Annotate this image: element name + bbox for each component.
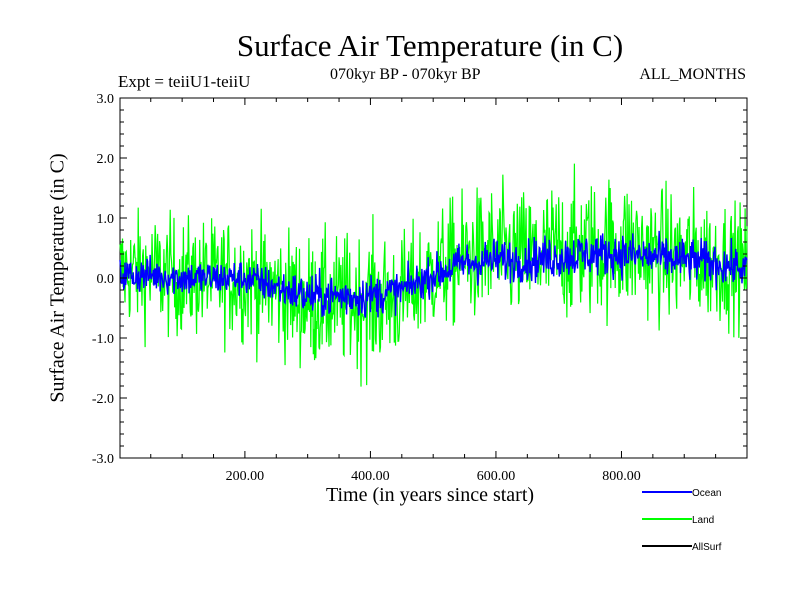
y-tick-label: -3.0: [92, 452, 114, 467]
legend-label-land: Land: [692, 515, 714, 526]
y-tick-label: 0.0: [97, 272, 115, 287]
series-line-land: [119, 163, 748, 387]
y-tick-label: 3.0: [97, 92, 115, 107]
chart-subtitle: 070kyr BP - 070kyr BP: [330, 66, 481, 83]
y-tick-label: 2.0: [97, 152, 115, 167]
legend-label-allsurf: AllSurf: [692, 542, 722, 553]
legend: Ocean Land AllSurf: [642, 488, 722, 553]
chart-title: Surface Air Temperature (in C): [236, 28, 624, 63]
months-label: ALL_MONTHS: [639, 66, 746, 83]
legend-label-ocean: Ocean: [692, 488, 721, 499]
series-layer: [119, 163, 748, 387]
x-axis-label: Time (in years since start): [325, 484, 535, 506]
x-tick-label: 400.00: [351, 469, 390, 484]
y-tick-label: 1.0: [97, 212, 115, 227]
axis-layer: 3.0 2.0 1.0 0.0 -1.0 -2.0 -3.0 200.00 400.00 600.…: [92, 92, 747, 484]
x-tick-label: 800.00: [602, 469, 641, 484]
experiment-label: Expt = teiiU1-teiiU: [118, 72, 251, 91]
series-line-ocean: [119, 230, 748, 318]
x-tick-label: 600.00: [477, 469, 516, 484]
x-tick-label: 200.00: [226, 469, 265, 484]
y-tick-label: -2.0: [92, 392, 114, 407]
y-tick-label: -1.0: [92, 332, 114, 347]
